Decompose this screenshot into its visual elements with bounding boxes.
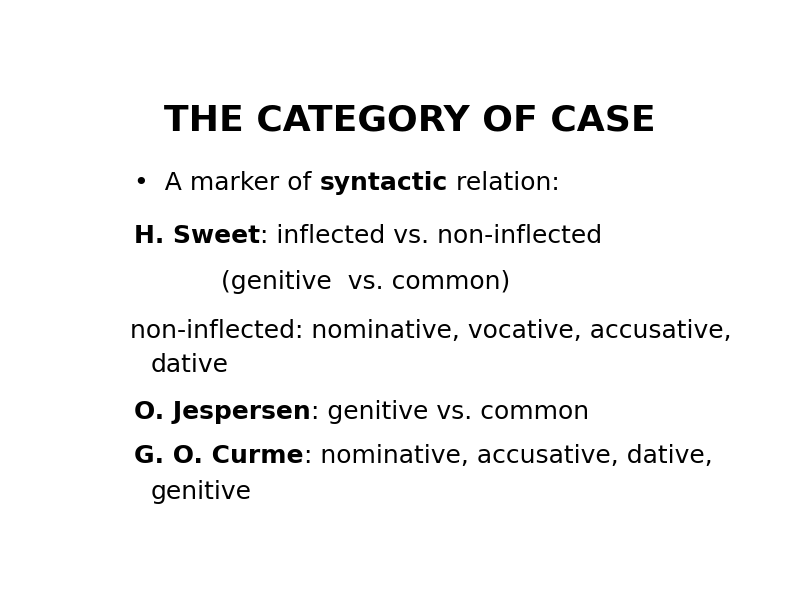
Text: : nominative, accusative, dative,: : nominative, accusative, dative,: [304, 445, 712, 469]
Text: G. O. Curme: G. O. Curme: [134, 445, 304, 469]
Text: non-inflected: nominative, vocative, accusative,: non-inflected: nominative, vocative, acc…: [130, 319, 731, 343]
Text: syntactic: syntactic: [319, 171, 448, 195]
Text: H. Sweet: H. Sweet: [134, 224, 260, 248]
Text: genitive: genitive: [151, 481, 252, 505]
Text: THE CATEGORY OF CASE: THE CATEGORY OF CASE: [164, 104, 656, 137]
Text: (genitive  vs. common): (genitive vs. common): [221, 270, 510, 294]
Text: : genitive vs. common: : genitive vs. common: [311, 400, 589, 424]
Text: : inflected vs. non-inflected: : inflected vs. non-inflected: [260, 224, 602, 248]
Text: O. Jespersen: O. Jespersen: [134, 400, 311, 424]
Text: relation:: relation:: [448, 171, 559, 195]
Text: dative: dative: [151, 353, 229, 377]
Text: •  A marker of: • A marker of: [134, 171, 319, 195]
